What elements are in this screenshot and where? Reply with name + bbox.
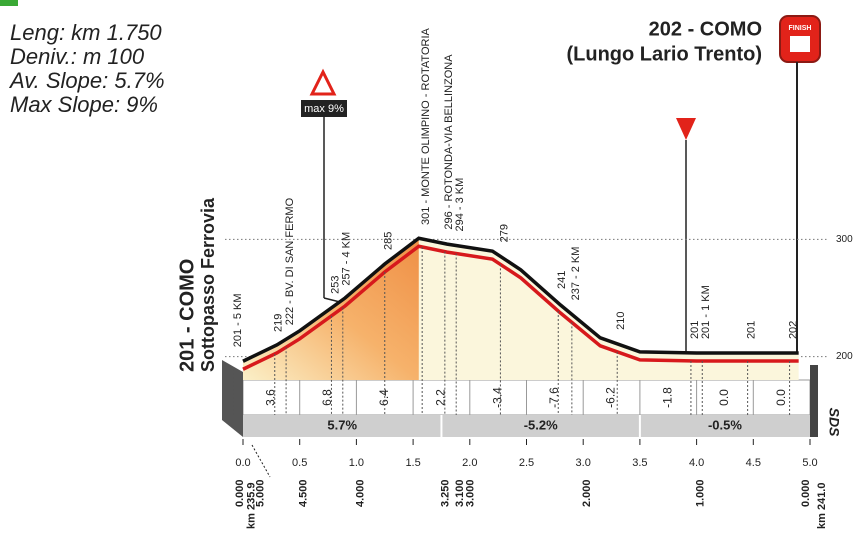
slope-label: 0.0 <box>774 389 788 406</box>
waypoint-label: 285 <box>383 232 395 250</box>
section-label: -5.2% <box>524 417 558 432</box>
distance-to-go: 0.000 <box>800 479 812 507</box>
distance-to-go: 3.000 <box>464 479 476 507</box>
waypoint-label: 301 - MONTE OLIMPINO - ROTATORIA <box>420 27 432 224</box>
waypoint-label: 219 <box>273 314 285 332</box>
x-tick-label: 4.0 <box>689 457 704 469</box>
slope-label: -7.6 <box>547 387 561 408</box>
waypoint-label: 257 - 4 KM <box>341 232 353 286</box>
x-tick-label: 4.5 <box>746 457 761 469</box>
slope-label: -6.2 <box>604 387 618 408</box>
km-marker-triangle <box>676 118 696 140</box>
info-length: Leng: km 1.750 <box>10 20 162 45</box>
waypoint-label: 201 <box>689 321 701 339</box>
section-label: 5.7% <box>327 417 357 432</box>
finish-icon-label: FINISH <box>789 25 812 32</box>
start-wedge <box>222 360 243 437</box>
start-name: 201 - COMO <box>176 259 198 372</box>
info-max-slope: Max Slope: 9% <box>10 92 158 117</box>
y-tick-label: 300 <box>836 234 853 245</box>
start-place: Sottopasso Ferrovia <box>198 197 218 372</box>
slope-label: 3.6 <box>264 389 278 406</box>
x-tick-label: 2.0 <box>462 457 477 469</box>
section-band <box>243 415 810 437</box>
waypoint-label: 296 - ROTONDA-VIA BELLINZONA <box>443 54 455 230</box>
waypoint-label: 222 - BV. DI SAN FERMO <box>284 197 296 325</box>
info-elevation: Deniv.: m 100 <box>10 44 145 69</box>
waypoint-label: 241 <box>556 271 568 289</box>
distance-to-go: 3.100 <box>454 479 466 507</box>
waypoint-label: 201 - 5 KM <box>232 293 244 347</box>
x-tick-label: 1.5 <box>405 457 420 469</box>
y-tick-label: 200 <box>836 351 853 362</box>
distance-to-go: 0.000 <box>234 479 246 507</box>
km-mark: km 241.0 <box>816 483 828 529</box>
slope-label: -3.4 <box>490 387 504 408</box>
slope-label: 6.4 <box>377 389 391 406</box>
finish-name: 202 - COMO <box>649 18 762 40</box>
start-leader <box>251 444 271 478</box>
profile-line <box>242 236 799 363</box>
finish-place: (Lungo Lario Trento) <box>566 43 762 65</box>
distance-to-go: 4.500 <box>298 479 310 507</box>
slope-label: -1.8 <box>660 387 674 408</box>
warning-triangle <box>309 68 337 96</box>
waypoint-label: 201 <box>746 321 758 339</box>
waypoint-label: 210 <box>615 311 627 329</box>
section-label: -0.5% <box>708 417 742 432</box>
distance-to-go: 4.000 <box>354 479 366 507</box>
waypoint-label: 253 <box>329 275 341 293</box>
x-tick-label: 0.5 <box>292 457 307 469</box>
slope-label: 6.8 <box>320 389 334 406</box>
waypoint-label: 294 - 3 KM <box>454 178 466 232</box>
distance-to-go: 1.000 <box>695 479 707 507</box>
x-tick-label: 3.5 <box>632 457 647 469</box>
x-tick-label: 3.0 <box>576 457 591 469</box>
waypoint-label: 237 - 2 KM <box>570 247 582 301</box>
finish-icon-body <box>790 36 810 52</box>
distance-to-go: 5.000 <box>255 479 267 507</box>
x-tick-label: 0.0 <box>235 457 250 469</box>
distance-to-go: 2.000 <box>581 479 593 507</box>
x-tick-label: 2.5 <box>519 457 534 469</box>
km-mark: km 235.9 <box>245 483 257 529</box>
waypoint-label: 201 - 1 KM <box>700 285 712 339</box>
max-slope-box <box>301 100 347 117</box>
brand: SDS <box>826 408 842 437</box>
slope-label: 2.2 <box>434 389 448 406</box>
waypoint-label: 202 <box>787 321 799 339</box>
waypoint-label: 279 <box>498 224 510 242</box>
x-tick-label: 5.0 <box>802 457 817 469</box>
header-stub <box>0 0 18 6</box>
info-avg-slope: Av. Slope: 5.7% <box>8 68 165 93</box>
max-slope-label: max 9% <box>304 103 344 115</box>
end-wall <box>810 365 818 437</box>
distance-to-go: 3.250 <box>439 479 451 507</box>
slope-label: 0.0 <box>717 389 731 406</box>
road-edge <box>242 244 799 371</box>
x-tick-label: 1.0 <box>349 457 364 469</box>
